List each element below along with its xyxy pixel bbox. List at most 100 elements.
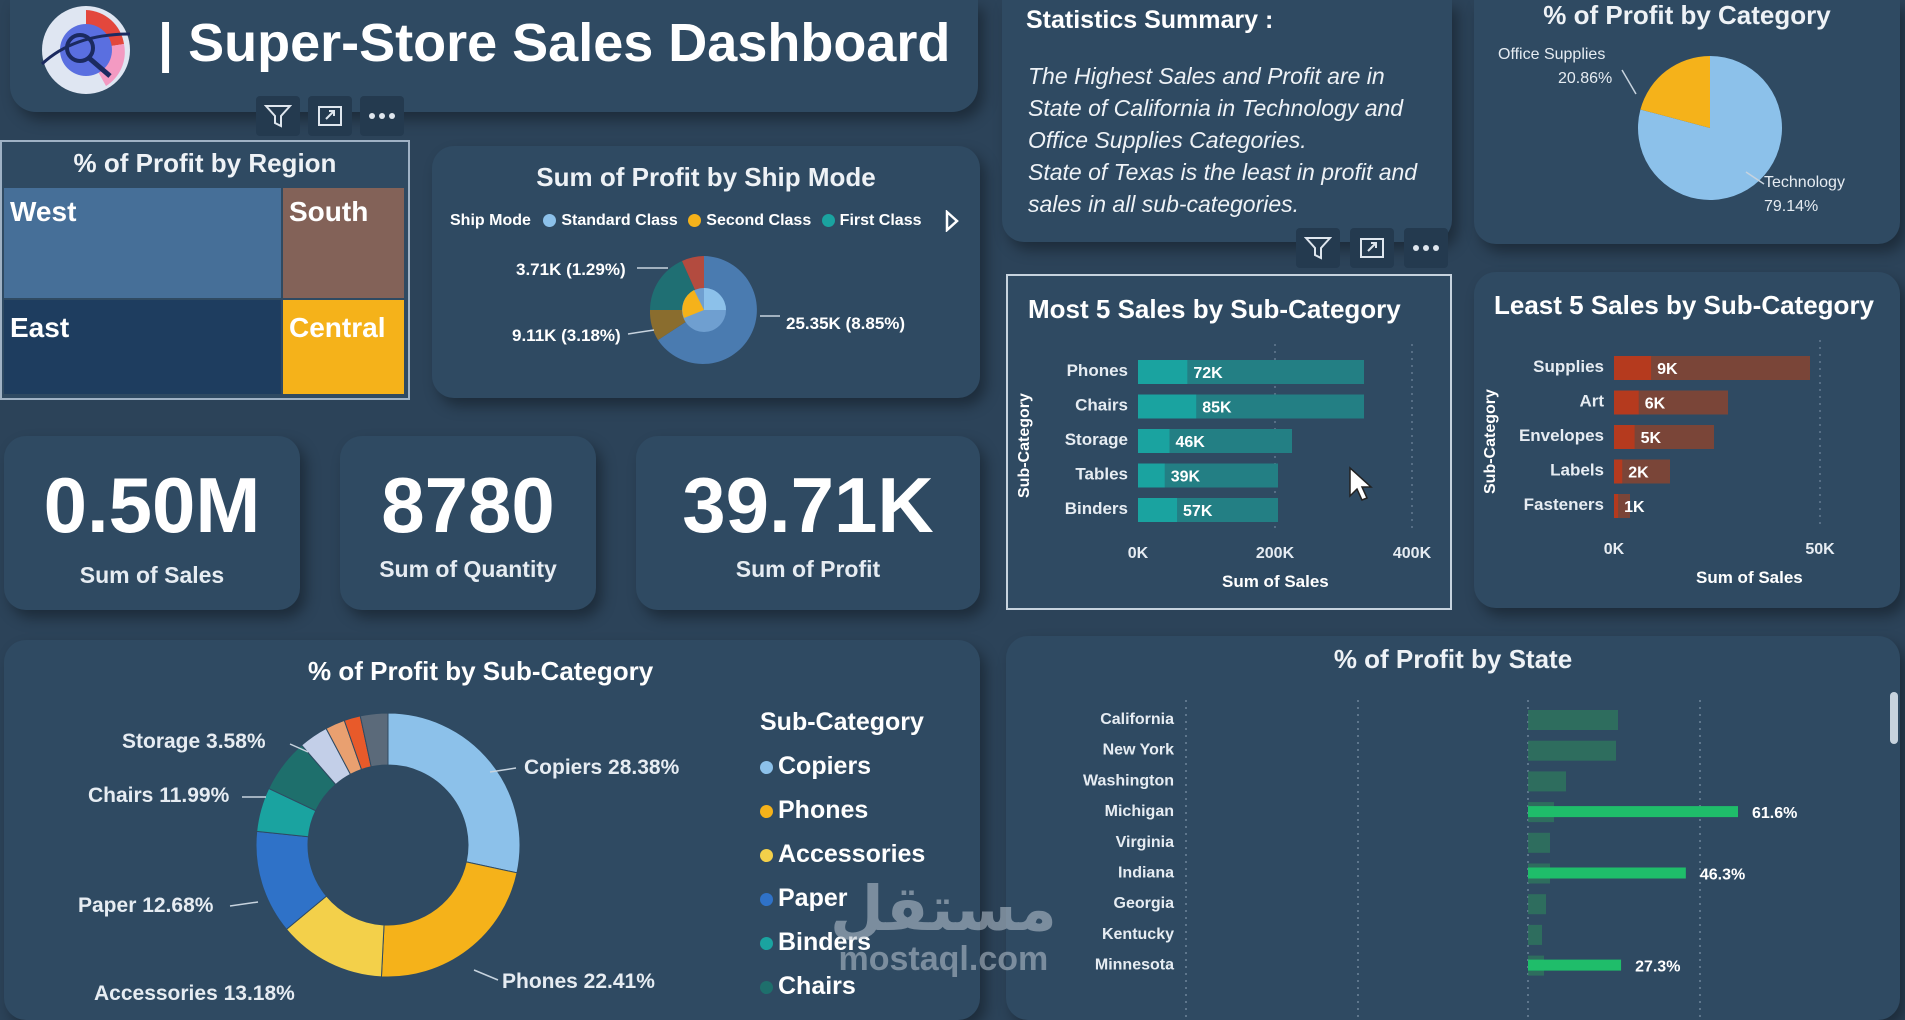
- kpi-profit-label: Sum of Profit: [735, 556, 881, 582]
- state-bar-background: [1528, 710, 1618, 730]
- state-bar-background: [1528, 740, 1616, 761]
- data-label: 72K: [1193, 365, 1223, 382]
- region-west[interactable]: West: [4, 188, 281, 298]
- region-treemap-card[interactable]: % of Profit by Region West South East Ce…: [0, 140, 410, 400]
- subcat-label-storage: Storage 3.58%: [122, 730, 266, 753]
- bar[interactable]: [1614, 494, 1619, 518]
- statistics-line: The Highest Sales and Profit are in: [1028, 63, 1385, 89]
- state-label: Kentucky: [1102, 926, 1174, 943]
- least5-card[interactable]: Least 5 Sales by Sub-Category Sub-Catego…: [1474, 272, 1900, 608]
- kpi-quantity-card: 8780 Sum of Quantity: [340, 436, 596, 610]
- state-bar[interactable]: [1528, 806, 1738, 818]
- shipmode-card[interactable]: Sum of Profit by Ship Mode Ship Mode Sta…: [432, 146, 980, 398]
- legend-item-binders[interactable]: Binders: [760, 920, 925, 964]
- region-central-label: Central: [289, 312, 386, 343]
- data-label: 9K: [1657, 361, 1678, 378]
- legend-item-copiers[interactable]: Copiers: [760, 744, 925, 788]
- focus-mode-button[interactable]: [308, 96, 352, 136]
- x-tick-label: 50K: [1805, 541, 1835, 558]
- focus-mode-icon: [318, 106, 342, 126]
- subcat-donut[interactable]: [4, 640, 980, 1020]
- bar[interactable]: [1614, 356, 1652, 380]
- least5-xlabel: Sum of Sales: [1696, 568, 1803, 587]
- shipmode-title: Sum of Profit by Ship Mode: [536, 162, 876, 192]
- state-scrollbar[interactable]: [1890, 692, 1898, 744]
- x-tick-label: 0K: [1128, 545, 1149, 562]
- more-options-button[interactable]: [1404, 228, 1448, 268]
- shipmode-label-standard: 25.35K (8.85%): [786, 314, 906, 333]
- bar[interactable]: [1138, 360, 1188, 384]
- shipmode-pie[interactable]: [432, 246, 980, 396]
- subcat-legend: Sub-Category Copiers Phones Accessories …: [760, 700, 925, 1008]
- state-card[interactable]: % of Profit by State California New York W…: [1006, 636, 1900, 1020]
- legend-item-accessories[interactable]: Accessories: [760, 832, 925, 876]
- bar-background: [1614, 459, 1670, 484]
- more-options-icon: [1413, 245, 1439, 251]
- state-bar[interactable]: [1528, 867, 1686, 879]
- category-label: Binders: [1065, 499, 1128, 518]
- state-data-label: 46.3%: [1700, 867, 1745, 884]
- category-slice-office-supplies[interactable]: [1640, 56, 1710, 128]
- bar[interactable]: [1138, 394, 1197, 419]
- statistics-title: Statistics Summary :: [1026, 6, 1274, 34]
- category-pie[interactable]: [1474, 0, 1900, 244]
- subcat-label-copiers: Copiers 28.38%: [524, 756, 680, 779]
- region-east[interactable]: East: [4, 300, 281, 394]
- bar[interactable]: [1614, 425, 1635, 449]
- state-bar-background: [1528, 832, 1550, 853]
- state-label: Georgia: [1114, 895, 1175, 912]
- category-card[interactable]: % of Profit by Category Office Supplies …: [1474, 0, 1900, 244]
- legend-next-arrow-icon[interactable]: [944, 209, 960, 237]
- filter-icon: [1304, 237, 1332, 260]
- most5-title: Most 5 Sales by Sub-Category: [1028, 294, 1401, 324]
- filter-icon: [264, 105, 292, 128]
- bar[interactable]: [1614, 390, 1639, 415]
- kpi-sales-card: 0.50M Sum of Sales: [4, 436, 300, 610]
- statistics-line: sales in all sub-categories.: [1028, 191, 1300, 217]
- state-label: Washington: [1083, 772, 1174, 789]
- donut-slice[interactable]: [359, 712, 389, 768]
- region-west-label: West: [10, 196, 77, 227]
- page-title: | Super-Store Sales Dashboard: [158, 13, 951, 73]
- subcat-label-paper: Paper 12.68%: [78, 894, 214, 917]
- region-central[interactable]: Central: [283, 300, 404, 394]
- kpi-quantity-value: 8780: [381, 461, 555, 549]
- least5-plot[interactable]: 0K 50K Supplies 9K Art 6K Envelopes 5K Labels 2K F…: [1474, 272, 1900, 608]
- legend-item-phones[interactable]: Phones: [760, 788, 925, 832]
- shipmode-label-second: 9.11K (3.18%): [512, 326, 621, 345]
- kpi-sales-label: Sum of Sales: [79, 562, 225, 588]
- category-label: Envelopes: [1519, 426, 1604, 445]
- x-tick-label: 0K: [1604, 541, 1625, 558]
- donut-slice[interactable]: [380, 861, 518, 978]
- bar[interactable]: [1138, 463, 1165, 488]
- legend-item-paper[interactable]: Paper: [760, 876, 925, 920]
- shipmode-label-first: 3.71K (1.29%): [516, 260, 626, 279]
- data-label: 5K: [1641, 430, 1662, 447]
- data-label: 2K: [1628, 465, 1649, 482]
- state-data-label: 27.3%: [1635, 959, 1680, 976]
- state-plot[interactable]: California New York Washington Michigan 61.6…: [1006, 636, 1900, 1020]
- subcat-label-phones: Phones 22.41%: [502, 970, 655, 993]
- x-tick-label: 400K: [1393, 545, 1432, 562]
- logo-icon: [34, 4, 138, 96]
- focus-mode-button[interactable]: [1350, 228, 1394, 268]
- most5-card[interactable]: Most 5 Sales by Sub-Category Sub-Categor…: [1006, 274, 1452, 610]
- filter-button[interactable]: [1296, 228, 1340, 268]
- state-bar[interactable]: [1528, 959, 1622, 971]
- x-tick-label: 200K: [1256, 545, 1295, 562]
- data-label: 85K: [1202, 400, 1232, 417]
- most5-plot[interactable]: 0K 200K 400K Phones 72K Chairs 85K Storage 46K Ta…: [1008, 276, 1454, 612]
- region-south[interactable]: South: [283, 188, 404, 298]
- state-bar-background: [1528, 771, 1566, 792]
- legend-item-chairs[interactable]: Chairs: [760, 964, 925, 1008]
- bar[interactable]: [1138, 498, 1178, 522]
- subcat-donut-card[interactable]: % of Profit by Sub-Category Storage 3.58…: [4, 640, 980, 1020]
- donut-slice[interactable]: [387, 712, 521, 874]
- bar[interactable]: [1138, 429, 1170, 453]
- category-label-office: Office Supplies: [1498, 46, 1606, 63]
- filter-button[interactable]: [256, 96, 300, 136]
- data-label: 6K: [1645, 396, 1666, 413]
- category-label: Tables: [1075, 465, 1128, 484]
- more-options-button[interactable]: [360, 96, 404, 136]
- bar[interactable]: [1614, 459, 1623, 484]
